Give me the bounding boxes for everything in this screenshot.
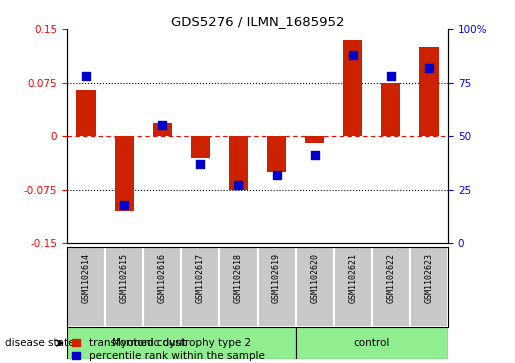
FancyBboxPatch shape <box>334 247 372 327</box>
Bar <box>344 40 363 136</box>
Text: GSM1102619: GSM1102619 <box>272 253 281 303</box>
Bar <box>267 136 286 172</box>
Text: GSM1102618: GSM1102618 <box>234 253 243 303</box>
Bar <box>305 136 324 143</box>
FancyBboxPatch shape <box>67 247 105 327</box>
Bar <box>229 136 248 189</box>
FancyBboxPatch shape <box>219 247 258 327</box>
Text: GSM1102615: GSM1102615 <box>119 253 129 303</box>
FancyBboxPatch shape <box>67 327 296 359</box>
FancyBboxPatch shape <box>143 247 181 327</box>
FancyBboxPatch shape <box>181 247 219 327</box>
Text: GSM1102617: GSM1102617 <box>196 253 205 303</box>
Point <box>272 172 281 178</box>
FancyBboxPatch shape <box>410 247 448 327</box>
Point <box>158 122 166 128</box>
Point <box>234 183 243 188</box>
Text: GSM1102621: GSM1102621 <box>348 253 357 303</box>
Point <box>120 202 128 208</box>
Bar <box>382 82 401 136</box>
Bar <box>76 90 96 136</box>
Legend: transformed count, percentile rank within the sample: transformed count, percentile rank withi… <box>72 338 265 362</box>
Title: GDS5276 / ILMN_1685952: GDS5276 / ILMN_1685952 <box>171 15 344 28</box>
FancyBboxPatch shape <box>105 247 143 327</box>
Point <box>387 73 395 79</box>
Point <box>425 65 433 70</box>
FancyBboxPatch shape <box>296 247 334 327</box>
Text: GSM1102623: GSM1102623 <box>424 253 434 303</box>
FancyBboxPatch shape <box>296 327 448 359</box>
Text: Myotonic dystrophy type 2: Myotonic dystrophy type 2 <box>112 338 251 348</box>
Text: GSM1102616: GSM1102616 <box>158 253 167 303</box>
Bar <box>114 136 134 211</box>
Point <box>349 52 357 58</box>
Point <box>196 161 204 167</box>
Bar <box>191 136 210 158</box>
Text: GSM1102622: GSM1102622 <box>386 253 396 303</box>
Text: GSM1102614: GSM1102614 <box>81 253 91 303</box>
Point <box>82 73 90 79</box>
Text: control: control <box>354 338 390 348</box>
FancyBboxPatch shape <box>258 247 296 327</box>
Text: disease state: disease state <box>5 338 75 348</box>
Bar <box>419 47 439 136</box>
FancyBboxPatch shape <box>372 247 410 327</box>
Bar <box>153 123 172 136</box>
Point <box>311 152 319 158</box>
Text: GSM1102620: GSM1102620 <box>310 253 319 303</box>
